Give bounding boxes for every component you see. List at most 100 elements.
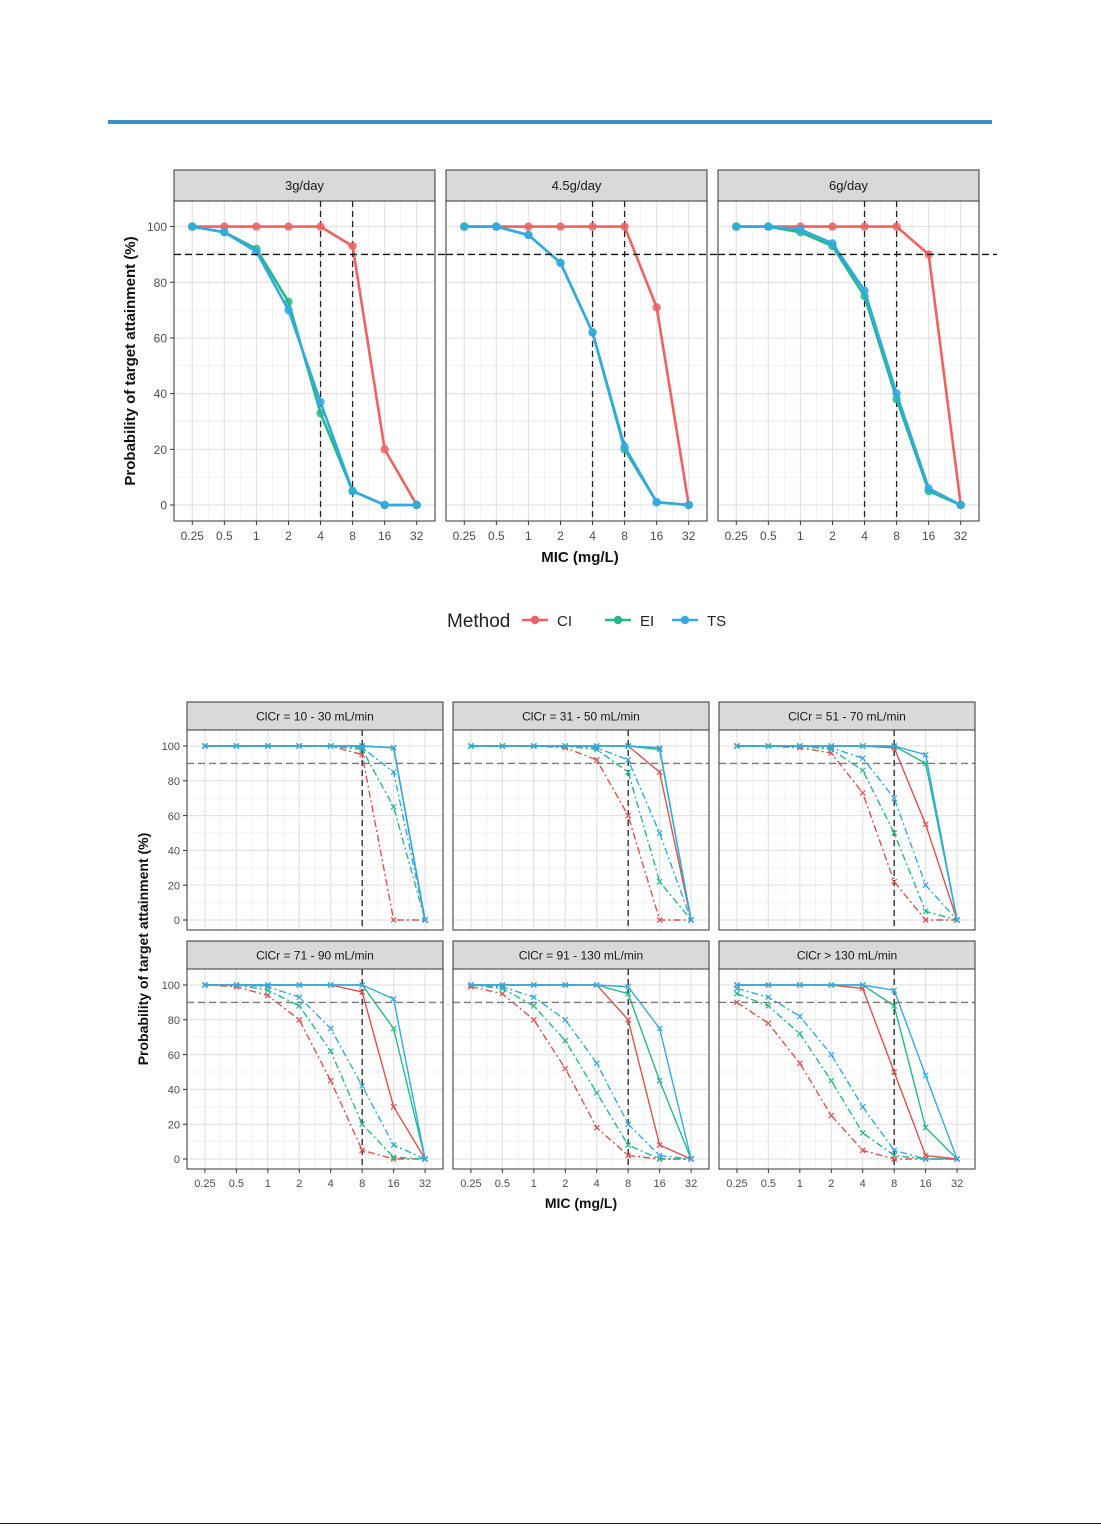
y-tick-label: 60 <box>168 1050 180 1062</box>
data-point <box>891 742 898 750</box>
data-point <box>359 742 366 750</box>
y-tick-label: 60 <box>168 811 180 823</box>
panel-border <box>186 729 444 931</box>
data-point <box>593 742 600 750</box>
x-tick-label: 2 <box>562 1178 568 1190</box>
data-point <box>625 1152 632 1159</box>
series-line <box>736 745 958 921</box>
y-tick-label: 20 <box>154 443 168 457</box>
data-point <box>656 1025 663 1032</box>
data-point <box>296 1002 303 1009</box>
data-point <box>593 1124 600 1131</box>
series-line <box>204 984 426 1160</box>
data-point <box>252 222 261 231</box>
data-point <box>765 994 772 1001</box>
panel-border <box>452 968 710 1170</box>
data-point <box>859 1147 866 1154</box>
data-point <box>316 397 325 407</box>
data-point <box>656 744 663 751</box>
data-point <box>828 1077 835 1084</box>
data-point <box>296 742 303 750</box>
data-point <box>412 500 421 510</box>
data-point <box>556 258 565 267</box>
data-point <box>954 1155 961 1163</box>
data-point <box>556 222 565 231</box>
y-axis-title: Probability of target attainment (%) <box>135 833 151 1066</box>
data-point <box>348 486 357 496</box>
data-point <box>593 1089 600 1096</box>
x-tick-label: 0.25 <box>725 529 749 543</box>
x-tick-label: 32 <box>685 1178 697 1190</box>
data-point <box>530 994 537 1001</box>
x-tick-label: 16 <box>920 1178 932 1190</box>
data-point <box>656 1152 663 1159</box>
data-point <box>732 222 741 231</box>
data-point <box>859 742 866 750</box>
data-point <box>460 222 469 231</box>
data-point <box>620 442 629 451</box>
data-point <box>524 230 533 240</box>
data-point <box>733 981 740 989</box>
data-point <box>764 222 773 231</box>
data-point <box>359 1121 366 1128</box>
data-point <box>891 795 898 802</box>
data-point <box>327 1025 334 1032</box>
data-point <box>922 751 929 758</box>
data-point <box>828 742 835 750</box>
data-point <box>765 1002 772 1009</box>
facet-panel: ClCr = 51 - 70 mL/min <box>718 701 976 931</box>
header-rule <box>108 120 992 124</box>
facet-title: 3g/day <box>285 178 325 193</box>
data-point <box>796 981 803 989</box>
x-tick-label: 0.5 <box>760 529 777 543</box>
x-tick-label: 32 <box>410 529 424 543</box>
data-point <box>296 981 303 989</box>
data-point <box>828 981 835 989</box>
facet-panel: ClCr = 10 - 30 mL/min 0 20 40 60 80 100 <box>162 701 444 931</box>
data-point <box>922 882 929 889</box>
y-tick-label: 40 <box>154 387 168 401</box>
data-point <box>390 769 397 776</box>
facet-strip <box>717 169 980 202</box>
data-point <box>859 1103 866 1110</box>
data-point <box>499 742 506 750</box>
y-tick-label: 80 <box>154 276 168 290</box>
x-tick-label: 4 <box>861 529 868 543</box>
data-point <box>593 981 600 989</box>
data-point <box>380 445 389 454</box>
y-tick-label: 40 <box>168 846 180 858</box>
facet-title: ClCr = 51 - 70 mL/min <box>788 709 906 723</box>
x-tick-label: 4 <box>328 1178 334 1190</box>
data-point <box>562 1037 569 1044</box>
data-point <box>892 222 901 231</box>
x-tick-label: 0.25 <box>726 1178 747 1190</box>
panel-border <box>173 200 436 522</box>
data-point <box>765 1020 772 1027</box>
facet-title: ClCr = 10 - 30 mL/min <box>256 709 374 723</box>
data-point <box>922 1124 929 1131</box>
y-tick-label: 0 <box>174 1154 180 1166</box>
y-tick-label: 80 <box>168 776 180 788</box>
data-point <box>859 789 866 797</box>
data-point <box>625 812 632 819</box>
data-point <box>530 1002 537 1009</box>
data-point <box>796 742 803 750</box>
panel-border <box>717 200 980 522</box>
data-point <box>656 769 663 776</box>
x-tick-label: 0.5 <box>761 1178 776 1190</box>
legend-label: CI <box>557 613 572 630</box>
legend: Method CI EI TS <box>447 611 726 632</box>
x-tick-label: 16 <box>922 529 936 543</box>
data-point <box>733 742 740 750</box>
x-tick-label: 0.25 <box>194 1178 215 1190</box>
data-point <box>859 981 866 989</box>
data-point <box>220 227 229 237</box>
legend-key-point <box>530 615 540 625</box>
data-point <box>201 742 208 750</box>
data-point <box>954 916 961 924</box>
y-tick-label: 100 <box>147 220 167 234</box>
data-point <box>860 286 869 295</box>
x-tick-label: 32 <box>951 1178 963 1190</box>
data-point <box>264 992 271 999</box>
series-line <box>470 984 692 1160</box>
